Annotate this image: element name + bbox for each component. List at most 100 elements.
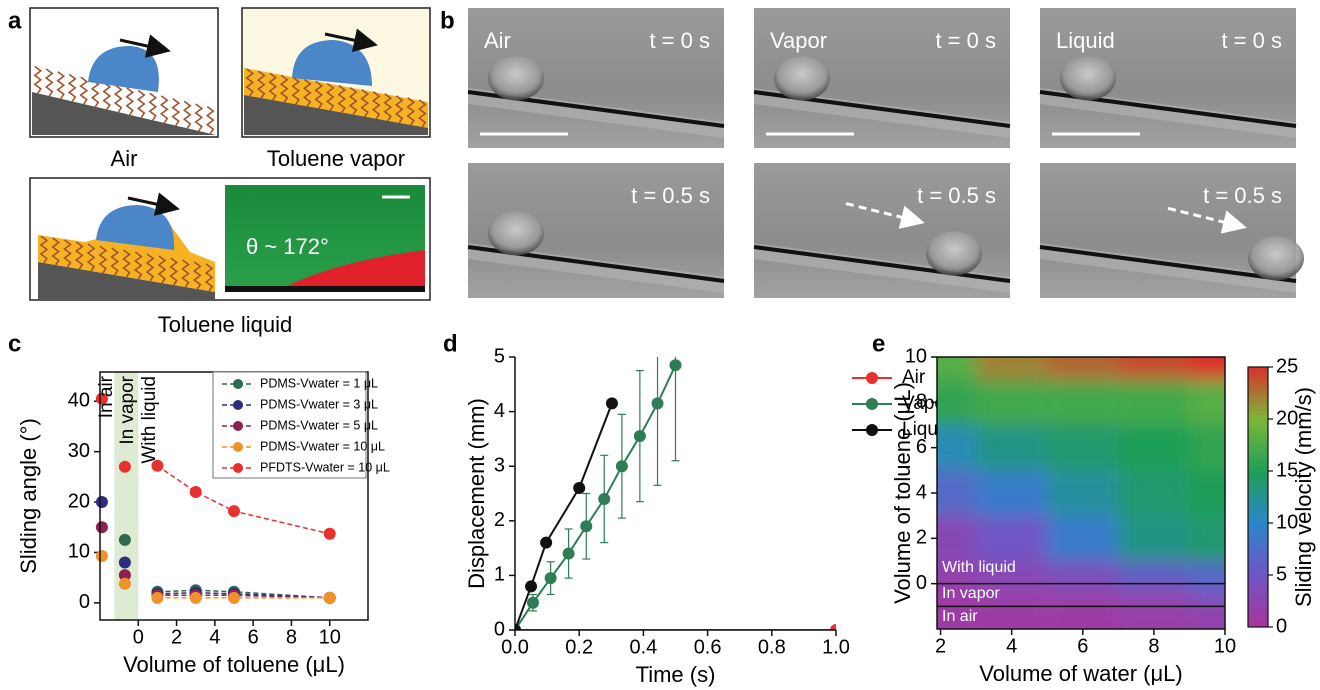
x-tick-label: 0.2 bbox=[565, 636, 593, 658]
colorbar-step bbox=[1248, 375, 1268, 380]
region-label: In vapor bbox=[942, 585, 1000, 602]
heatmap-cell bbox=[1189, 589, 1255, 606]
colorbar-step bbox=[1248, 466, 1268, 471]
y-tick-label: 1 bbox=[494, 564, 505, 586]
colorbar-step bbox=[1248, 423, 1268, 428]
data-point bbox=[119, 578, 131, 590]
heatmap-cell bbox=[1118, 425, 1189, 470]
y-tick-label: 30 bbox=[68, 440, 90, 462]
data-point bbox=[96, 496, 108, 508]
x-tick-label: 0.6 bbox=[694, 636, 722, 658]
colorbar-step bbox=[1248, 596, 1268, 601]
legend-marker bbox=[233, 400, 243, 410]
inset-text: θ ~ 172° bbox=[246, 234, 329, 259]
colorbar-step bbox=[1248, 388, 1268, 393]
x-tick-label: 4 bbox=[1006, 635, 1017, 657]
x-axis-label: Volume of toluene (μL) bbox=[123, 652, 345, 677]
x-tick-label: 2 bbox=[171, 626, 182, 648]
heatmap-cell bbox=[1047, 425, 1118, 470]
colorbar-step bbox=[1248, 440, 1268, 445]
droplet bbox=[488, 211, 544, 255]
colorbar-step bbox=[1248, 427, 1268, 432]
x-tick-label: 8 bbox=[286, 626, 297, 648]
data-point bbox=[573, 482, 585, 494]
plot-area bbox=[509, 270, 842, 636]
panel-label: a bbox=[8, 7, 22, 34]
colorbar-step bbox=[1248, 479, 1268, 484]
y-tick-label: 6 bbox=[916, 436, 927, 458]
heatmap-cell bbox=[1047, 327, 1118, 380]
colorbar-step bbox=[1248, 462, 1268, 467]
time-label: t = 0 s bbox=[1221, 28, 1282, 53]
caption: Air bbox=[111, 146, 138, 171]
heatmap-cell bbox=[1118, 470, 1189, 515]
colorbar-step bbox=[1248, 601, 1268, 606]
colorbar-step bbox=[1248, 514, 1268, 519]
data-point bbox=[540, 537, 552, 549]
colorbar-tick-label: 25 bbox=[1276, 355, 1298, 377]
x-tick-label: 1.0 bbox=[822, 636, 850, 658]
colorbar-step bbox=[1248, 536, 1268, 541]
legend-label: PDMS-Vwater = 5 μL bbox=[260, 418, 378, 432]
legend-label: PDMS-Vwater = 10 μL bbox=[260, 439, 385, 453]
colorbar-step bbox=[1248, 609, 1268, 614]
data-point bbox=[119, 461, 131, 473]
colorbar-step bbox=[1248, 518, 1268, 523]
colorbar-step bbox=[1248, 436, 1268, 441]
colorbar-step bbox=[1248, 380, 1268, 385]
data-point bbox=[228, 592, 240, 604]
panel-label: b bbox=[440, 7, 455, 34]
heatmap-cell bbox=[976, 425, 1047, 470]
data-point bbox=[190, 486, 202, 498]
colorbar-step bbox=[1248, 393, 1268, 398]
data-point bbox=[616, 460, 628, 472]
droplet bbox=[488, 56, 544, 100]
panel-a: a Air Toluene vapor θ ~ 172° Toluene liq… bbox=[8, 7, 430, 336]
y-tick-label: 5 bbox=[494, 345, 505, 367]
region-annotation: With liquid bbox=[139, 376, 160, 464]
legend-marker bbox=[233, 463, 243, 473]
heatmap-cell bbox=[1118, 327, 1189, 380]
region-label: In air bbox=[942, 608, 978, 625]
droplet bbox=[926, 232, 982, 276]
x-axis-label: Time (s) bbox=[636, 662, 716, 687]
heatmap-cell bbox=[1189, 470, 1255, 515]
colorbar-step bbox=[1248, 471, 1268, 476]
colorbar-step bbox=[1248, 501, 1268, 506]
y-tick-label: 40 bbox=[68, 390, 90, 412]
colorbar-step bbox=[1248, 557, 1268, 562]
colorbar-step bbox=[1248, 579, 1268, 584]
droplet bbox=[774, 56, 830, 100]
panel-label: d bbox=[443, 330, 458, 357]
panel-label: e bbox=[872, 330, 885, 357]
legend-marker bbox=[233, 379, 243, 389]
colorbar-step bbox=[1248, 492, 1268, 497]
heatmap-cell bbox=[1047, 516, 1118, 561]
colorbar-step bbox=[1248, 618, 1268, 623]
region-annotation: In vapor bbox=[117, 375, 138, 444]
x-tick-label: 0.0 bbox=[501, 636, 529, 658]
colorbar-step bbox=[1248, 384, 1268, 389]
data-point bbox=[324, 592, 336, 604]
colorbar-step bbox=[1248, 458, 1268, 463]
data-point bbox=[598, 493, 610, 505]
colorbar-step bbox=[1248, 484, 1268, 489]
heatmap-cell bbox=[1047, 380, 1118, 425]
panel-label: c bbox=[8, 330, 21, 357]
heatmap-cell bbox=[1047, 561, 1118, 589]
colorbar-step bbox=[1248, 371, 1268, 376]
colorbar-step bbox=[1248, 588, 1268, 593]
data-point bbox=[119, 557, 131, 569]
data-point bbox=[606, 397, 618, 409]
droplet bbox=[1248, 236, 1304, 280]
colorbar-step bbox=[1248, 505, 1268, 510]
colorbar-step bbox=[1248, 540, 1268, 545]
legend-marker bbox=[866, 424, 878, 436]
colorbar-step bbox=[1248, 414, 1268, 419]
data-point bbox=[527, 597, 539, 609]
colorbar-step bbox=[1248, 544, 1268, 549]
substrate-image bbox=[225, 286, 425, 292]
colorbar-step bbox=[1248, 397, 1268, 402]
time-label: t = 0.5 s bbox=[631, 183, 710, 208]
heatmap-cell bbox=[976, 516, 1047, 561]
